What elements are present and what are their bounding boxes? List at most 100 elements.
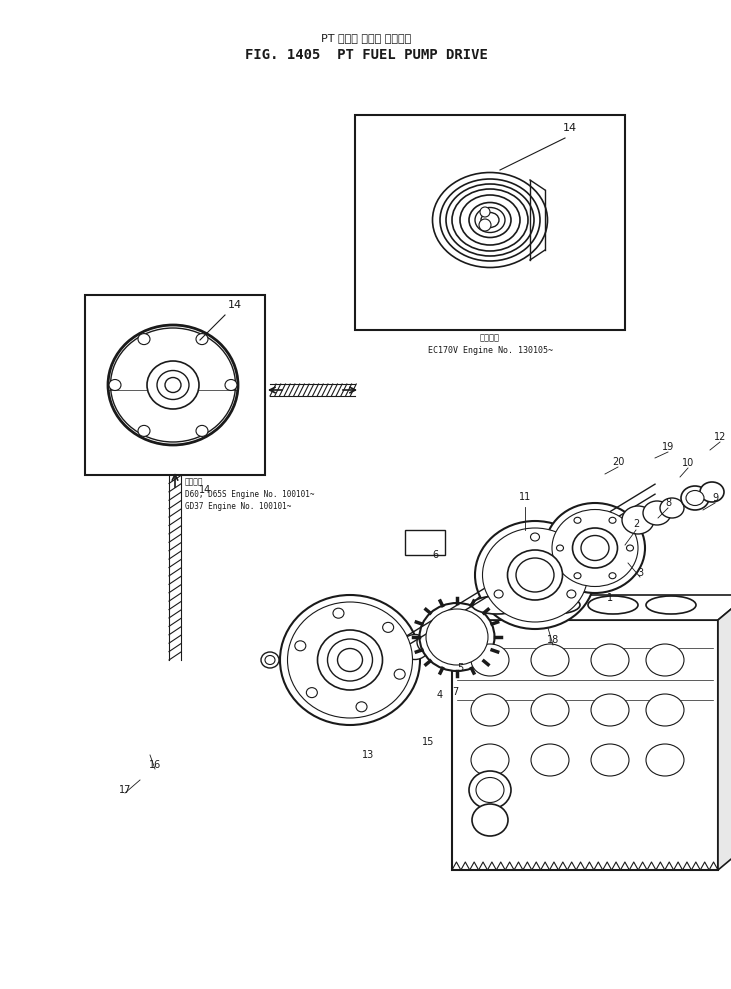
Ellipse shape <box>261 652 279 668</box>
Text: 12: 12 <box>713 432 726 442</box>
Text: 8: 8 <box>665 498 671 508</box>
Ellipse shape <box>287 602 412 718</box>
Ellipse shape <box>567 590 576 598</box>
Ellipse shape <box>382 622 394 632</box>
Ellipse shape <box>110 328 235 442</box>
Text: FIG. 1405  PT FUEL PUMP DRIVE: FIG. 1405 PT FUEL PUMP DRIVE <box>245 48 488 62</box>
Ellipse shape <box>507 550 562 600</box>
Ellipse shape <box>157 371 189 400</box>
Ellipse shape <box>394 670 405 679</box>
Text: 14: 14 <box>199 485 211 495</box>
Ellipse shape <box>494 590 503 598</box>
Text: EC170V Engine No. 130105~: EC170V Engine No. 130105~ <box>428 345 553 354</box>
Ellipse shape <box>420 603 494 671</box>
Text: 適用番号: 適用番号 <box>480 333 500 342</box>
Ellipse shape <box>531 744 569 776</box>
Text: 20: 20 <box>612 457 624 467</box>
Ellipse shape <box>475 208 505 232</box>
Ellipse shape <box>108 325 238 445</box>
Ellipse shape <box>531 533 539 541</box>
Ellipse shape <box>165 378 181 393</box>
Ellipse shape <box>401 635 429 660</box>
Ellipse shape <box>588 596 638 614</box>
Ellipse shape <box>469 771 511 809</box>
Text: 5: 5 <box>457 663 463 673</box>
Ellipse shape <box>700 482 724 502</box>
Text: 17: 17 <box>119 785 131 795</box>
Ellipse shape <box>574 573 581 579</box>
Ellipse shape <box>646 744 684 776</box>
Ellipse shape <box>338 649 363 672</box>
Ellipse shape <box>482 528 588 622</box>
Text: PT フェル ポンプ ドライブ: PT フェル ポンプ ドライブ <box>321 33 411 43</box>
Ellipse shape <box>472 596 522 614</box>
Ellipse shape <box>591 744 629 776</box>
Text: 14: 14 <box>228 300 242 310</box>
Ellipse shape <box>440 179 540 261</box>
Text: 6: 6 <box>432 550 438 560</box>
Ellipse shape <box>196 425 208 436</box>
Ellipse shape <box>138 333 150 344</box>
Ellipse shape <box>356 702 367 712</box>
Ellipse shape <box>545 503 645 593</box>
Circle shape <box>480 207 490 217</box>
Ellipse shape <box>333 608 344 618</box>
Ellipse shape <box>280 595 420 725</box>
Ellipse shape <box>681 486 709 510</box>
Text: D60, D65S Engine No. 100101~: D60, D65S Engine No. 100101~ <box>185 490 314 498</box>
Ellipse shape <box>646 596 696 614</box>
Ellipse shape <box>572 528 618 568</box>
Text: 18: 18 <box>547 635 559 645</box>
Ellipse shape <box>646 644 684 676</box>
Text: 19: 19 <box>662 442 674 452</box>
Ellipse shape <box>643 501 671 525</box>
Text: GD37 Engine No. 100101~: GD37 Engine No. 100101~ <box>185 501 292 510</box>
Ellipse shape <box>295 641 306 651</box>
Ellipse shape <box>609 517 616 523</box>
Polygon shape <box>452 595 731 620</box>
Ellipse shape <box>471 744 509 776</box>
Ellipse shape <box>109 380 121 391</box>
Ellipse shape <box>574 517 581 523</box>
Text: 13: 13 <box>362 750 374 760</box>
Ellipse shape <box>591 694 629 726</box>
Ellipse shape <box>327 639 373 681</box>
Ellipse shape <box>417 631 443 654</box>
Ellipse shape <box>626 545 634 551</box>
Text: 適用番号: 適用番号 <box>185 478 203 487</box>
Ellipse shape <box>475 521 595 629</box>
Text: 2: 2 <box>633 519 639 529</box>
Ellipse shape <box>472 804 508 836</box>
Bar <box>355 115 625 330</box>
Text: 7: 7 <box>452 687 458 697</box>
Ellipse shape <box>646 694 684 726</box>
Ellipse shape <box>138 425 150 436</box>
Ellipse shape <box>481 213 499 227</box>
Text: 15: 15 <box>422 737 434 747</box>
Text: 4: 4 <box>437 690 443 700</box>
Text: 14: 14 <box>563 123 577 133</box>
Ellipse shape <box>469 203 511 237</box>
Ellipse shape <box>471 694 509 726</box>
Text: 9: 9 <box>712 493 718 503</box>
Ellipse shape <box>581 535 609 561</box>
Ellipse shape <box>306 687 317 697</box>
Text: 10: 10 <box>682 458 694 468</box>
Ellipse shape <box>591 644 629 676</box>
Ellipse shape <box>530 596 580 614</box>
Ellipse shape <box>433 172 548 267</box>
Ellipse shape <box>225 380 237 391</box>
Ellipse shape <box>147 361 199 409</box>
Bar <box>452 620 718 870</box>
Ellipse shape <box>556 545 564 551</box>
Ellipse shape <box>552 509 638 586</box>
Text: 16: 16 <box>149 760 161 770</box>
Polygon shape <box>718 595 731 870</box>
Ellipse shape <box>686 491 704 505</box>
Text: 11: 11 <box>519 492 531 502</box>
Ellipse shape <box>452 189 528 251</box>
Ellipse shape <box>622 506 654 534</box>
Ellipse shape <box>460 195 520 245</box>
Ellipse shape <box>516 558 554 592</box>
Ellipse shape <box>476 777 504 802</box>
